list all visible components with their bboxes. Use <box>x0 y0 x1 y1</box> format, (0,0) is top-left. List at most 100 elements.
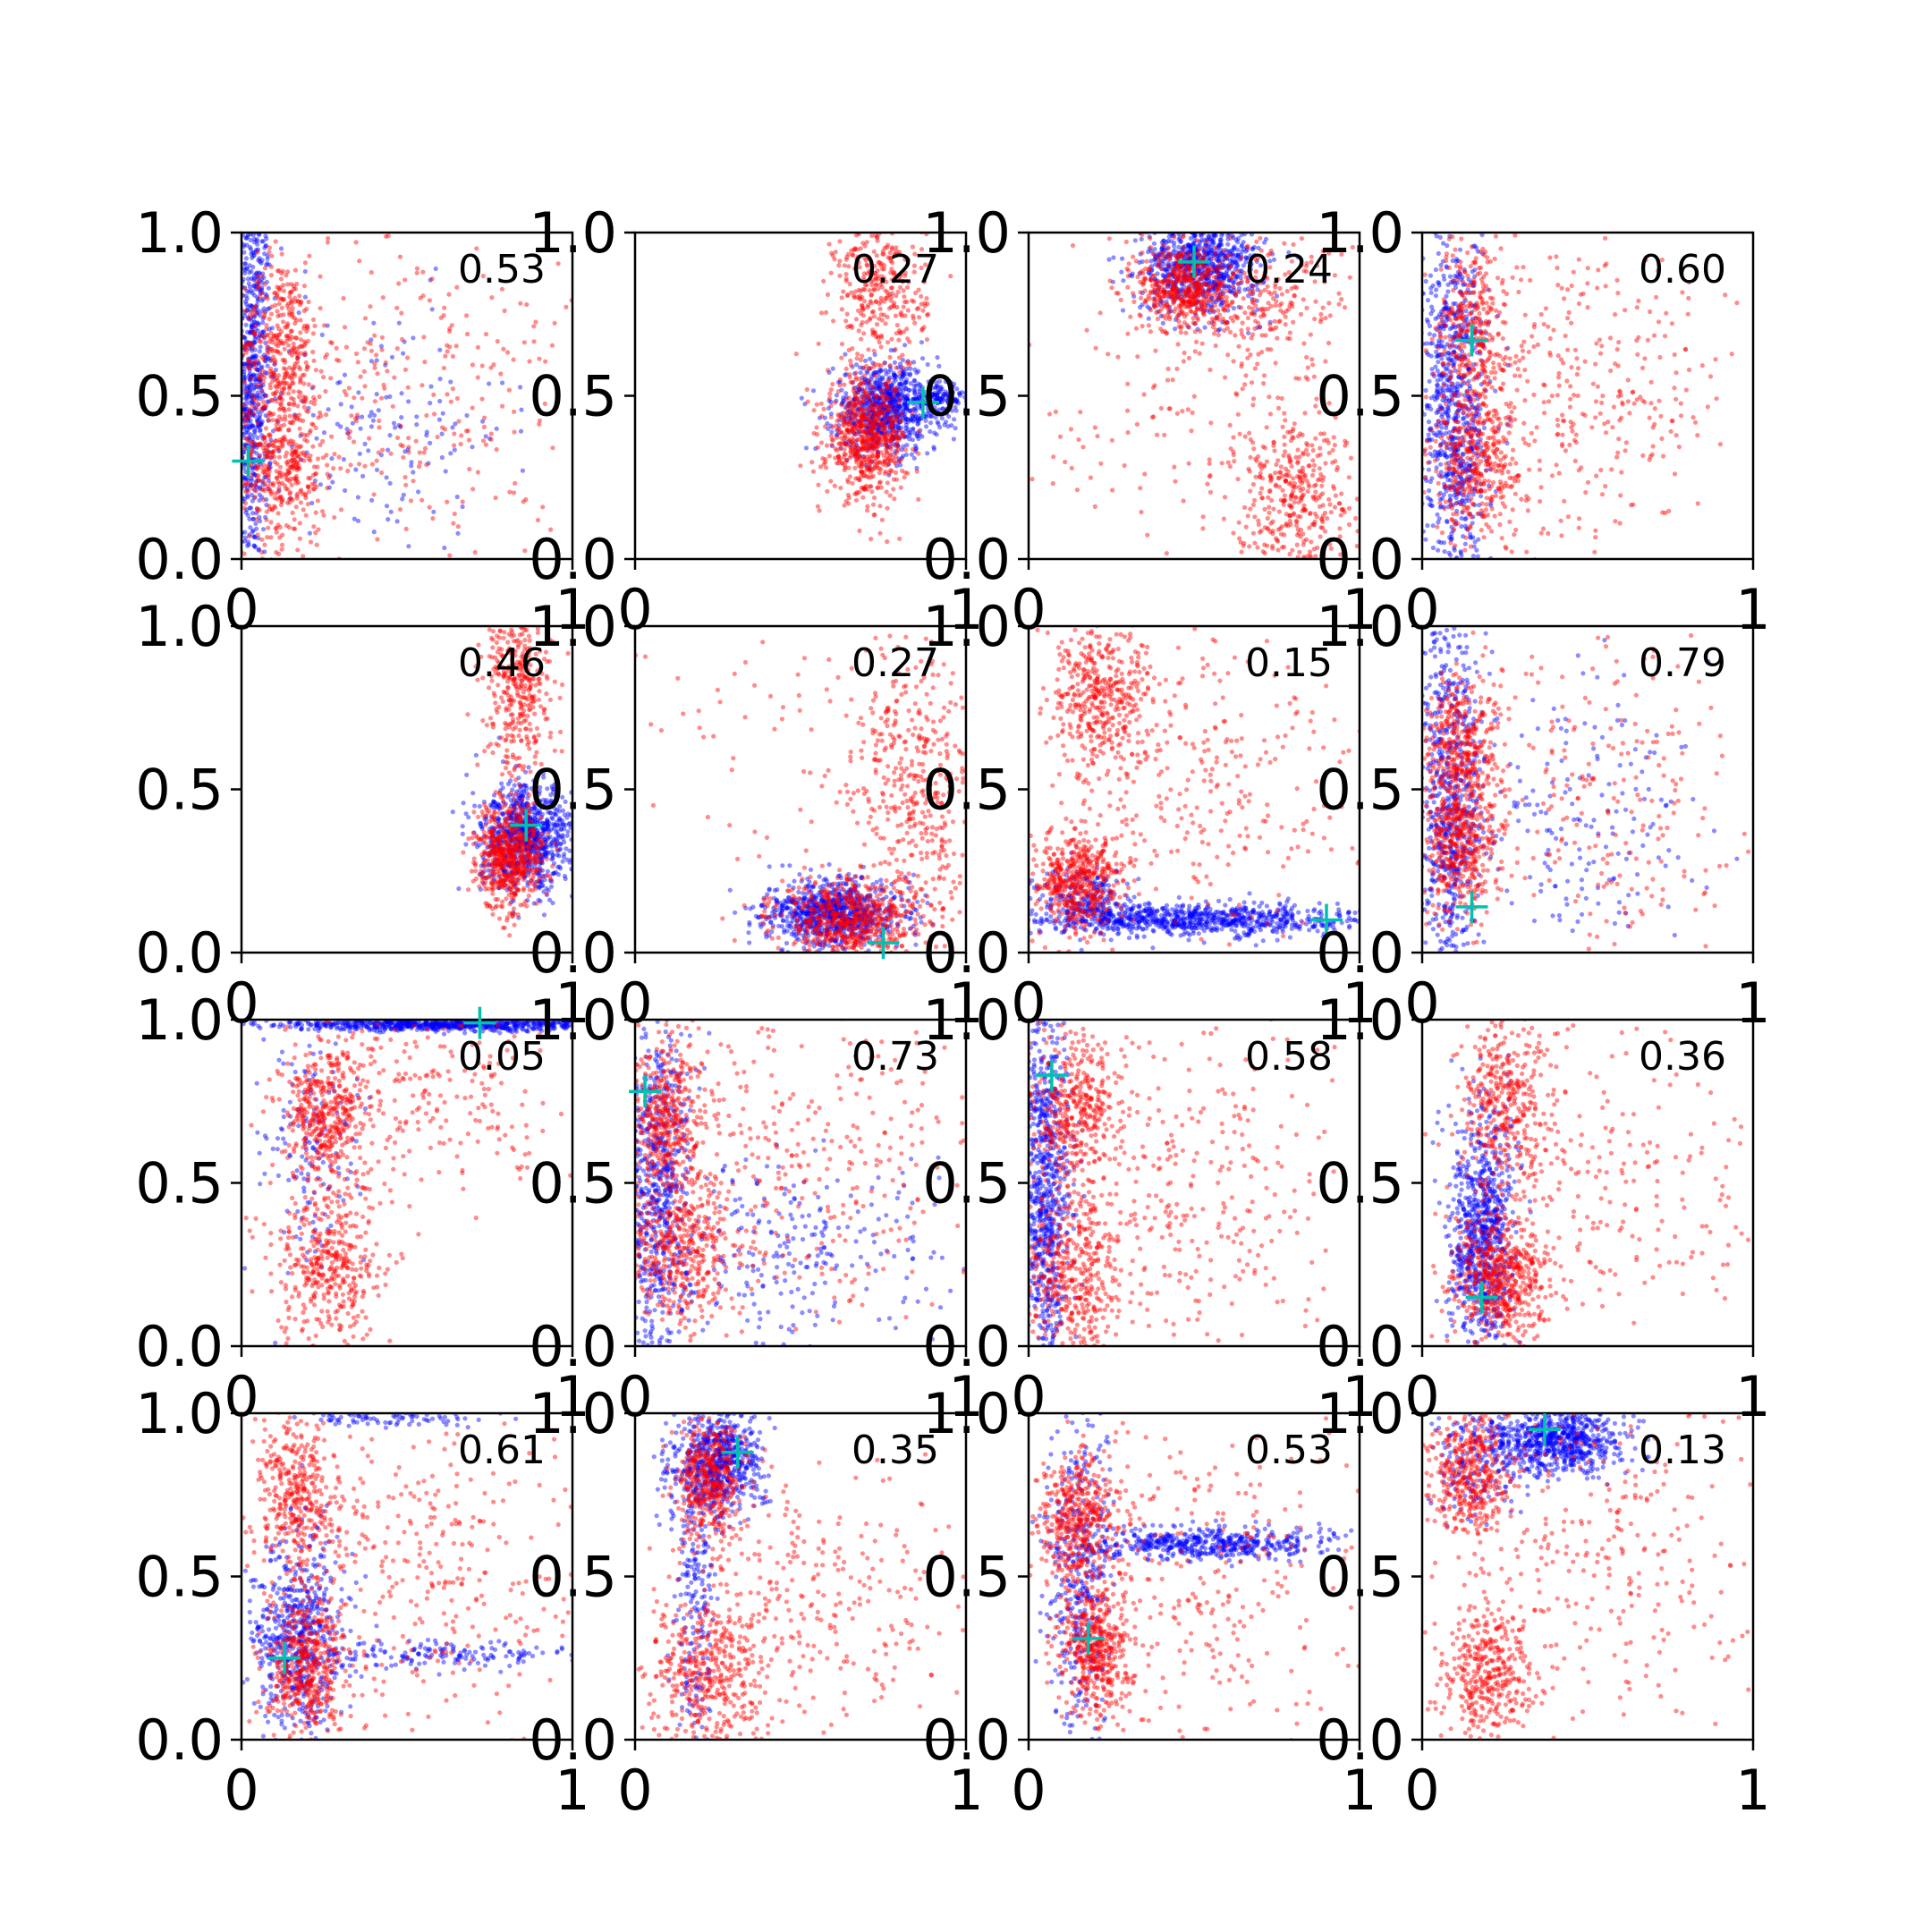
series-b-point <box>280 496 285 502</box>
series-a-point <box>931 446 936 452</box>
series-b-point <box>480 274 486 279</box>
series-a-point <box>242 346 248 352</box>
series-b-point <box>523 496 529 503</box>
series-b-point <box>256 279 261 285</box>
series-a-point <box>896 403 902 409</box>
series-b-point <box>303 513 309 518</box>
series-a-point <box>247 270 252 275</box>
series-b-point <box>252 331 258 337</box>
series-a-point <box>878 418 884 423</box>
series-b-point <box>266 525 271 530</box>
series-a-point <box>881 417 886 422</box>
series-b-point <box>311 402 318 407</box>
series-b-point <box>875 238 880 243</box>
series-b-point <box>312 397 318 402</box>
series-b-point <box>443 353 448 359</box>
series-b-point <box>269 264 275 269</box>
series-a-point <box>868 387 873 393</box>
series-a-point <box>871 425 877 430</box>
series-a-point <box>852 385 858 391</box>
series-a-point <box>250 466 256 471</box>
series-b-point <box>850 346 855 352</box>
series-a-point <box>915 416 920 421</box>
series-b-point <box>282 371 288 377</box>
series-b-point <box>318 369 324 374</box>
series-b-point <box>292 449 297 454</box>
series-a-point <box>257 393 262 398</box>
series-a-point <box>867 416 873 421</box>
series-a-point <box>894 413 899 419</box>
series-b-point <box>292 457 297 462</box>
series-a-point <box>903 394 909 400</box>
series-a-point <box>1120 308 1126 313</box>
series-b-point <box>290 335 295 340</box>
series-b-point <box>291 402 297 408</box>
series-b-point <box>254 466 259 472</box>
series-b-point <box>278 502 284 508</box>
series-b-point <box>324 453 329 458</box>
series-a-point <box>250 343 255 348</box>
series-a-point <box>932 430 937 436</box>
series-b-point <box>367 436 372 441</box>
series-a-point <box>267 306 272 311</box>
series-a-point <box>384 394 389 400</box>
series-b-point <box>450 353 455 359</box>
series-b-point <box>243 342 249 347</box>
series-b-point <box>289 451 294 456</box>
series-a-point <box>857 453 862 458</box>
series-b-point <box>406 436 411 441</box>
series-b-point <box>542 401 547 406</box>
series-a-point <box>1172 248 1177 253</box>
series-a-point <box>897 395 902 401</box>
series-b-point <box>281 436 286 442</box>
series-b-point <box>293 335 299 341</box>
series-a-point <box>396 320 402 326</box>
series-a-point <box>366 448 371 453</box>
series-b-point <box>271 370 276 376</box>
series-a-point <box>255 506 260 512</box>
series-a-point <box>885 444 890 449</box>
series-b-point <box>494 446 499 453</box>
series-a-point <box>242 483 248 489</box>
series-a-point <box>292 412 297 418</box>
series-b-point <box>292 267 298 273</box>
series-b-point <box>275 349 280 354</box>
series-a-point <box>906 387 911 393</box>
series-b-point <box>266 432 271 437</box>
series-a-point <box>883 407 888 412</box>
series-a-point <box>871 394 877 400</box>
series-b-point <box>270 370 275 376</box>
series-a-point <box>856 386 861 392</box>
series-b-point <box>304 325 309 330</box>
series-a-point <box>251 406 257 411</box>
series-b-point <box>465 428 470 434</box>
series-b-point <box>839 342 845 347</box>
series-a-point <box>310 412 316 418</box>
series-a-point <box>867 395 872 401</box>
series-a-point <box>892 360 898 365</box>
series-b-point <box>372 333 377 338</box>
series-b-point <box>313 471 318 477</box>
series-b-point <box>275 479 281 485</box>
series-b-point <box>304 367 309 372</box>
series-a-point <box>399 391 404 396</box>
series-a-point <box>460 504 465 510</box>
series-b-point <box>304 306 309 312</box>
series-a-point <box>258 383 264 389</box>
series-a-point <box>278 391 284 396</box>
series-a-point <box>901 409 906 414</box>
series-a-point <box>256 379 261 385</box>
series-a-point <box>258 372 264 377</box>
series-b-point <box>871 348 877 353</box>
series-a-point <box>882 433 888 438</box>
series-b-point <box>889 417 894 422</box>
series-b-point <box>843 276 849 282</box>
series-a-point <box>255 410 260 415</box>
series-b-point <box>379 470 385 476</box>
series-b-point <box>295 403 301 409</box>
series-a-point <box>896 426 902 431</box>
series-b-point <box>288 438 293 444</box>
series-b-point <box>865 435 870 440</box>
series-b-point <box>835 418 840 424</box>
series-a-point <box>856 406 861 411</box>
